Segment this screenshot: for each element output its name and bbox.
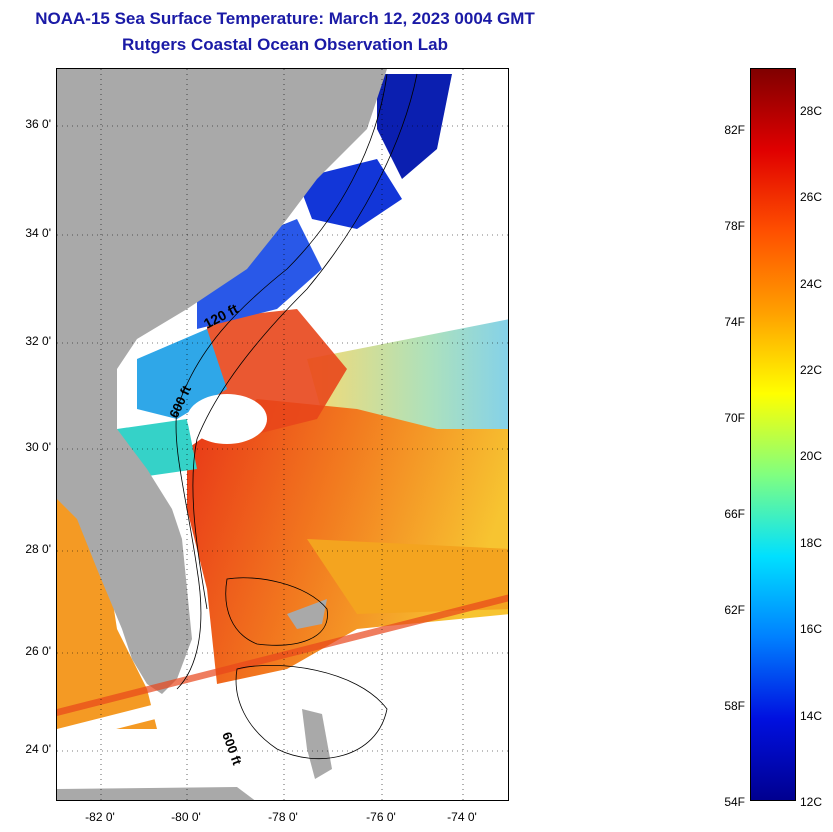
latitude-label: 36 0'	[25, 117, 51, 131]
cold-water-mid	[297, 159, 402, 229]
latitude-label: 26 0'	[25, 644, 51, 658]
celsius-label: 28C	[800, 104, 823, 118]
cool-water-shelf	[137, 329, 227, 419]
bahamas-island	[302, 709, 332, 779]
celsius-label: 24C	[800, 277, 823, 291]
temperature-colorbar	[750, 68, 796, 801]
bahamas-island	[287, 599, 327, 629]
cloud-patch	[322, 259, 432, 319]
cold-water-north	[377, 74, 452, 179]
fahrenheit-label: 54F	[724, 795, 745, 809]
bahamas-bank-contour	[235, 665, 388, 760]
celsius-label: 12C	[800, 795, 823, 809]
longitude-label: -80 0'	[171, 810, 201, 824]
map-subtitle: Rutgers Coastal Ocean Observation Lab	[122, 35, 448, 54]
latitude-label: 32 0'	[25, 334, 51, 348]
graticule	[57, 69, 508, 800]
fahrenheit-label: 62F	[724, 603, 745, 617]
sst-map: 120 ft 600 ft 600 ft	[56, 68, 509, 801]
swath-edge	[57, 594, 508, 716]
celsius-label: 16C	[800, 622, 823, 636]
depth-contour-600ft	[192, 73, 418, 610]
longitude-label: -78 0'	[268, 810, 298, 824]
celsius-label: 18C	[800, 536, 823, 550]
land-mass	[57, 69, 387, 694]
latitude-label: 34 0'	[25, 226, 51, 240]
cloud-patch	[407, 169, 507, 289]
celsius-label: 26C	[800, 190, 823, 204]
longitude-label: -82 0'	[85, 810, 115, 824]
warm-plume	[307, 539, 508, 614]
cloud-patch	[187, 394, 267, 444]
fahrenheit-label: 74F	[724, 315, 745, 329]
celsius-label: 20C	[800, 449, 823, 463]
latitude-label: 30 0'	[25, 440, 51, 454]
fahrenheit-label: 66F	[724, 507, 745, 521]
data-gap-swath	[57, 614, 508, 744]
fahrenheit-label: 70F	[724, 411, 745, 425]
sst-map-graphic: 120 ft 600 ft 600 ft	[57, 69, 508, 800]
fahrenheit-label: 58F	[724, 699, 745, 713]
latitude-label: 24 0'	[25, 742, 51, 756]
cuba-coast	[57, 787, 255, 800]
latitude-label: 28 0'	[25, 542, 51, 556]
depth-contour-120ft	[175, 73, 388, 690]
celsius-label: 22C	[800, 363, 823, 377]
map-title: NOAA-15 Sea Surface Temperature: March 1…	[35, 9, 535, 28]
gulf-of-mexico-water	[57, 489, 157, 729]
longitude-label: -76 0'	[366, 810, 396, 824]
bahamas-bank-contour	[225, 577, 328, 646]
fahrenheit-label: 78F	[724, 219, 745, 233]
celsius-label: 14C	[800, 709, 823, 723]
longitude-label: -74 0'	[447, 810, 477, 824]
fahrenheit-label: 82F	[724, 123, 745, 137]
